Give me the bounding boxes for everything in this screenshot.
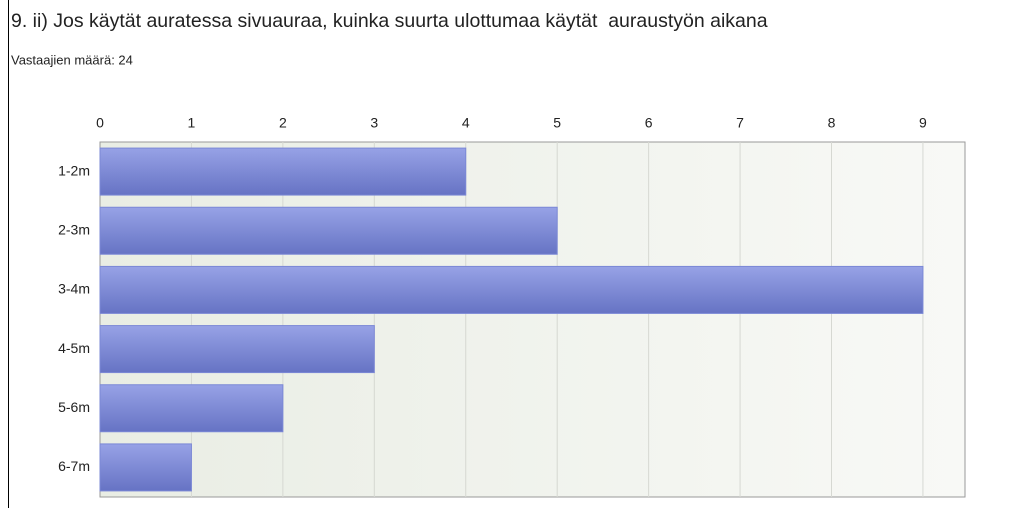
- bar: [100, 148, 466, 195]
- bar: [100, 385, 283, 432]
- chart-subtitle: Vastaajien määrä: 24: [11, 52, 133, 67]
- y-tick-label: 6-7m: [58, 458, 90, 474]
- y-tick-label: 2-3m: [58, 221, 90, 237]
- x-tick-label: 5: [553, 115, 561, 131]
- x-tick-label: 1: [188, 115, 196, 131]
- bar: [100, 326, 374, 373]
- y-tick-label: 4-5m: [58, 340, 90, 356]
- x-tick-label: 6: [645, 115, 653, 131]
- x-tick-label: 0: [96, 115, 104, 131]
- bar: [100, 444, 191, 491]
- x-tick-label: 7: [736, 115, 744, 131]
- chart-title: 9. ii) Jos käytät auratessa sivuauraa, k…: [11, 10, 768, 32]
- x-tick-label: 8: [828, 115, 836, 131]
- x-tick-label: 3: [370, 115, 378, 131]
- x-tick-label: 2: [279, 115, 287, 131]
- y-tick-label: 5-6m: [58, 399, 90, 415]
- bar: [100, 266, 923, 313]
- x-tick-label: 9: [919, 115, 927, 131]
- y-tick-label: 1-2m: [58, 162, 90, 178]
- x-tick-label: 4: [462, 115, 470, 131]
- bar: [100, 207, 557, 254]
- y-tick-label: 3-4m: [58, 281, 90, 297]
